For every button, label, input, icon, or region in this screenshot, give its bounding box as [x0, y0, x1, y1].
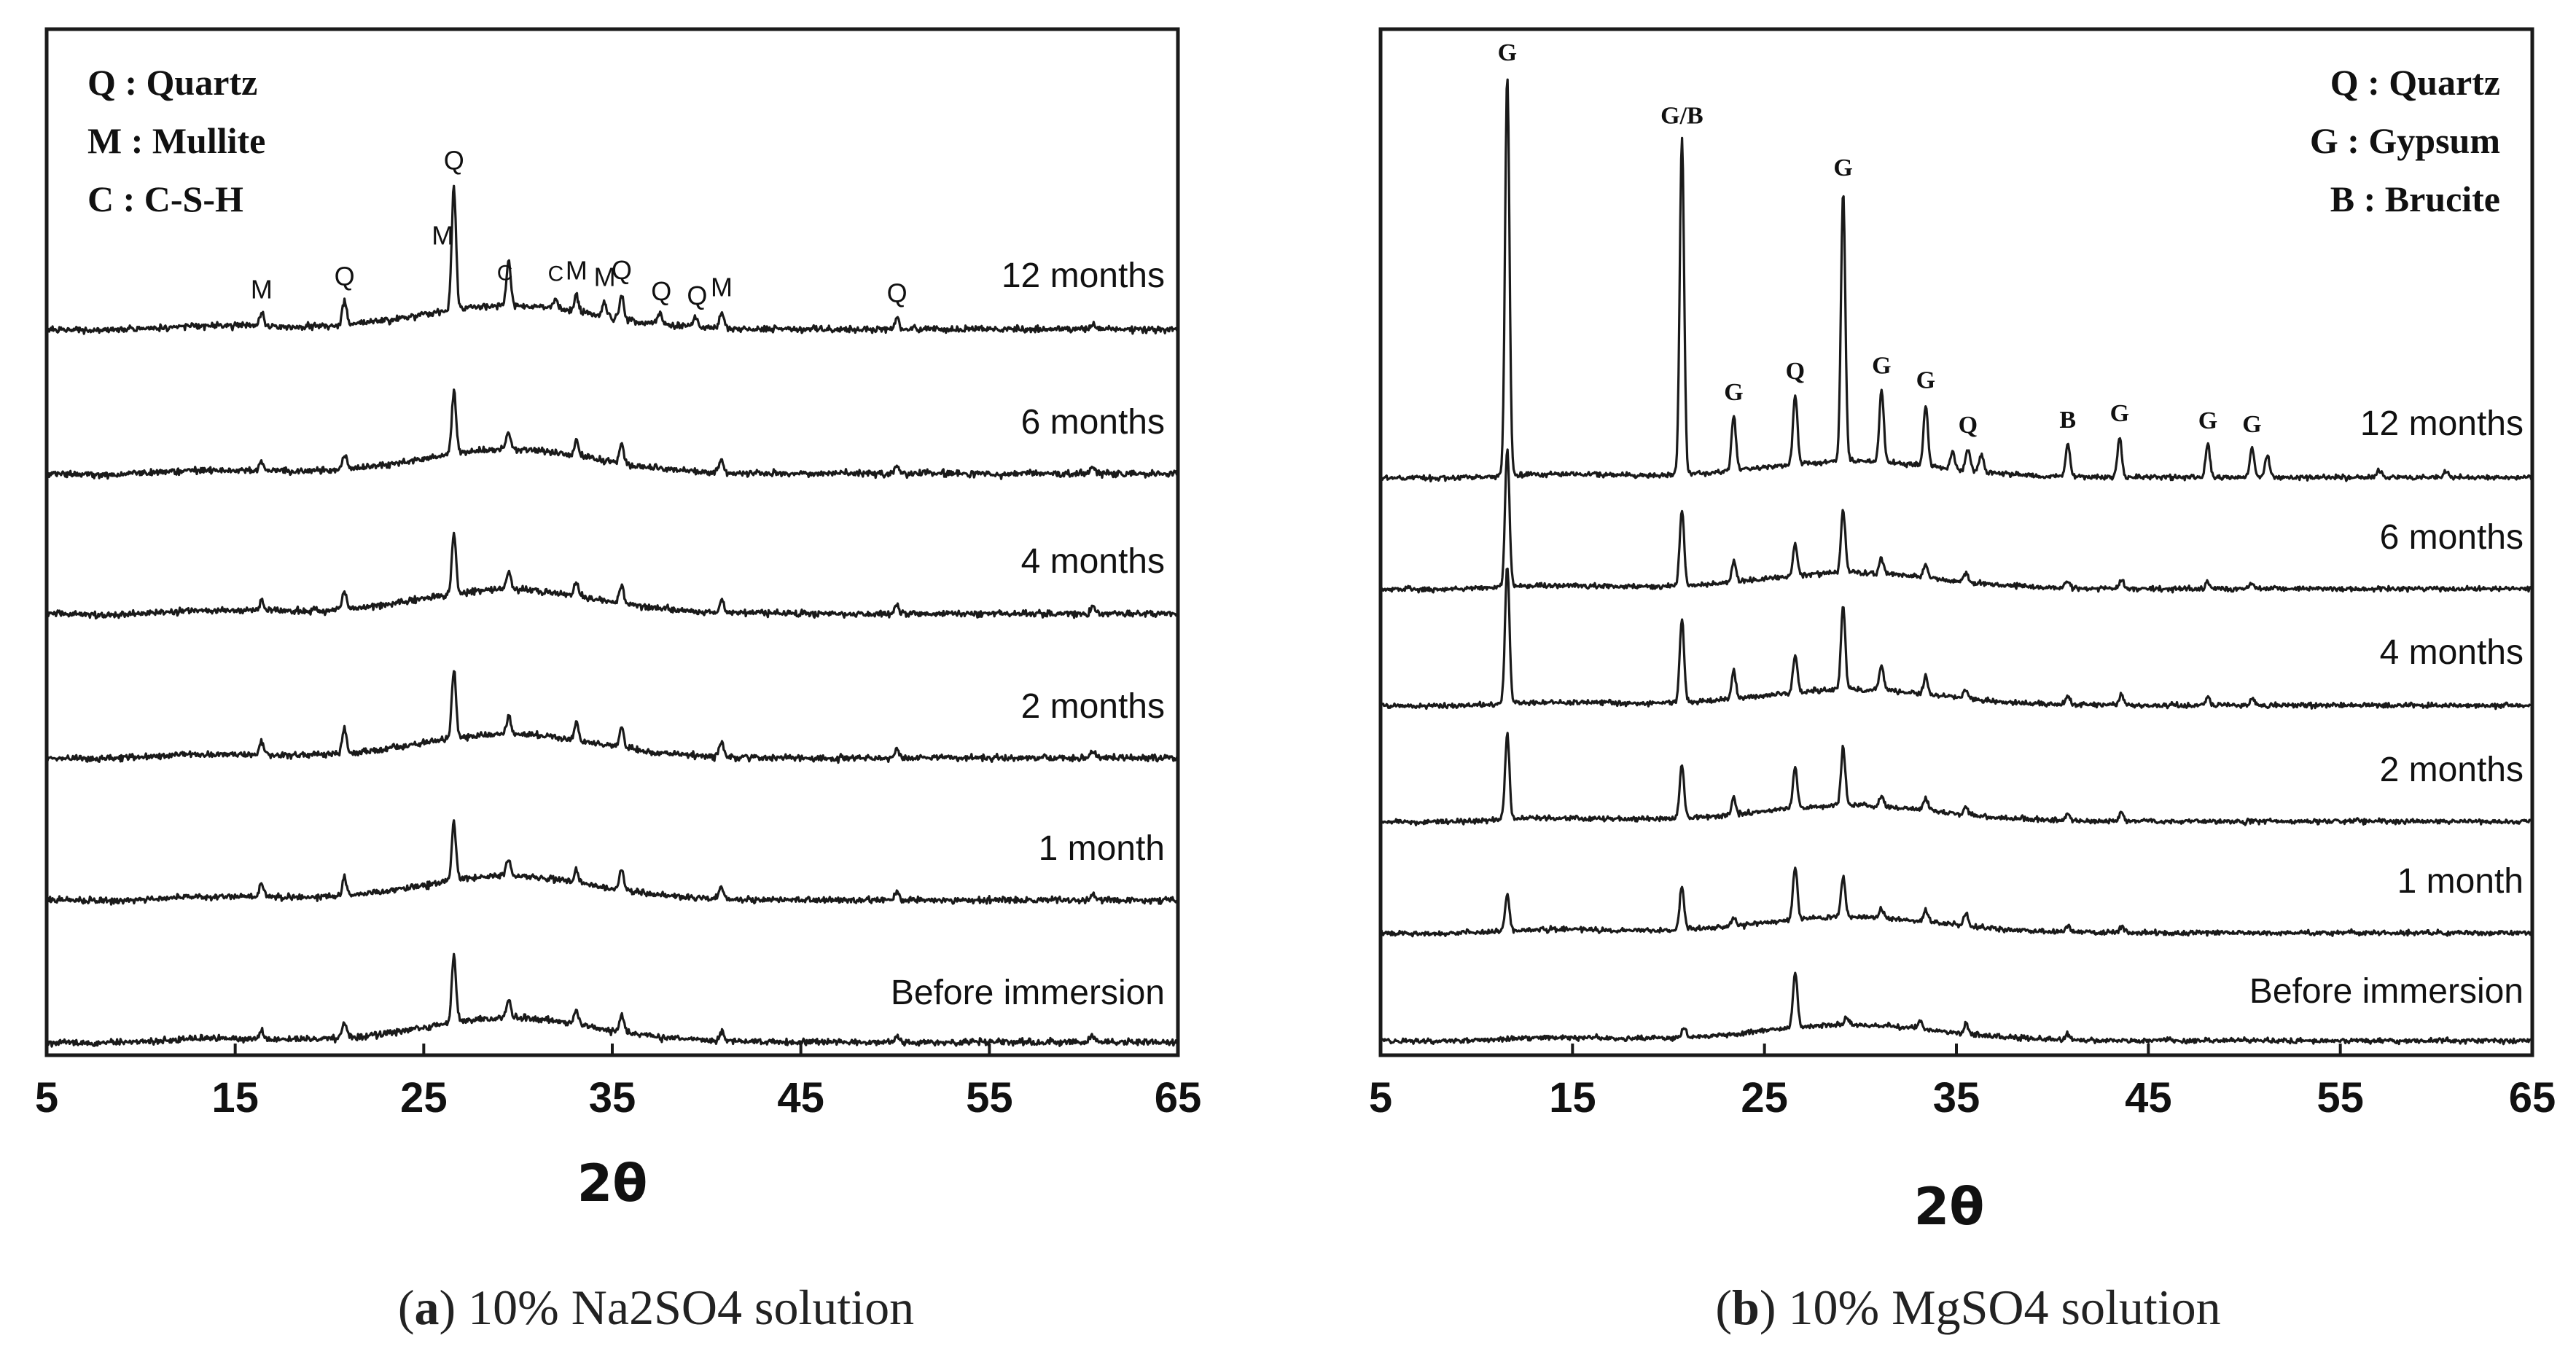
- peak-annotation: G/B: [1660, 102, 1703, 129]
- series-label: 12 months: [2360, 404, 2524, 443]
- x-tick-label: 15: [1549, 1074, 1596, 1122]
- legend-entry: Q : Quartz: [87, 62, 257, 103]
- series-label: 2 months: [2380, 751, 2524, 789]
- series-line: [45, 531, 1179, 620]
- series-line: [45, 670, 1179, 764]
- peak-annotation: G: [2110, 400, 2129, 427]
- x-tick-label: 65: [1155, 1074, 1202, 1122]
- series-label: 2 months: [1021, 687, 1165, 726]
- peak-annotation: Q: [887, 278, 908, 308]
- legend-entry: C : C-S-H: [87, 179, 243, 219]
- peak-annotation: M: [594, 262, 616, 291]
- peak-annotation: Q: [1786, 358, 1805, 385]
- peak-annotation: G: [1833, 154, 1852, 181]
- series-line: [46, 952, 1179, 1048]
- x-tick-label: 65: [2509, 1074, 2556, 1122]
- series-label: Before immersion: [2249, 972, 2524, 1011]
- series-label: Before immersion: [891, 974, 1165, 1012]
- series-line: [1379, 448, 2534, 594]
- x-tick-label: 15: [211, 1074, 259, 1122]
- peak-annotation: Q: [444, 145, 464, 175]
- peak-annotation: M: [251, 275, 273, 305]
- peak-annotation: Q: [687, 281, 707, 310]
- legend-entry: M : Mullite: [87, 120, 265, 161]
- series-line: [45, 388, 1179, 480]
- peak-annotation: C: [497, 261, 513, 285]
- series-label: 4 months: [1021, 542, 1165, 581]
- series-line: [1379, 732, 2533, 826]
- peak-annotation: Q: [651, 276, 671, 306]
- peak-annotation: G: [1872, 352, 1891, 379]
- caption-a-letter: a: [414, 1280, 440, 1335]
- x-tick-label: 55: [2317, 1074, 2364, 1122]
- peak-annotation: M: [711, 272, 733, 302]
- peak-annotation: Q: [1959, 412, 1978, 439]
- peak-annotation: M: [432, 221, 453, 251]
- caption-a: (a) 10% Na2SO4 solution: [397, 1280, 915, 1335]
- x-tick-label: 45: [2125, 1074, 2172, 1122]
- x-tick-label: 35: [589, 1074, 636, 1122]
- series-line: [45, 819, 1179, 906]
- series-line: [1379, 866, 2533, 938]
- x-tick-label: 5: [1369, 1074, 1392, 1122]
- peak-annotation: B: [2059, 407, 2076, 434]
- series-line: [45, 184, 1179, 335]
- series-line: [1380, 971, 2532, 1046]
- caption-b-text: 10% MgSO4 solution: [1788, 1280, 2221, 1335]
- series-label: 4 months: [2380, 633, 2524, 672]
- x-axis-label: 2θ: [1914, 1177, 1985, 1237]
- panel-b-chart: 5 15 25 35 45 55 65 2θ Q : Quartz G : Gypsum B : B…: [1369, 27, 2556, 1237]
- peak-annotation: G: [1724, 379, 1743, 406]
- series-label: 6 months: [2380, 518, 2524, 557]
- peak-annotation: G: [1916, 367, 1935, 394]
- caption-a-text: 10% Na2SO4 solution: [468, 1280, 915, 1335]
- series-label: 1 month: [1039, 829, 1165, 868]
- peak-annotation: Q: [335, 261, 355, 291]
- peak-annotation: C: [548, 262, 564, 286]
- x-tick-label: 35: [1933, 1074, 1980, 1122]
- caption-b: (b) 10% MgSO4 solution: [1715, 1280, 2221, 1335]
- x-tick-label: 45: [777, 1074, 824, 1122]
- legend-entry: G : Gypsum: [2310, 120, 2500, 161]
- x-tick-label: 25: [1741, 1074, 1788, 1122]
- series-label: 12 months: [1002, 257, 1165, 295]
- x-axis-label: 2θ: [577, 1154, 648, 1213]
- peak-annotation: Q: [612, 255, 632, 285]
- peak-annotation: G: [2242, 411, 2261, 438]
- series-line: [1379, 567, 2534, 711]
- legend-entry: Q : Quartz: [2330, 62, 2500, 103]
- peak-annotation: G: [2198, 407, 2217, 434]
- x-tick-label: 5: [35, 1074, 58, 1122]
- peak-annotation: M: [566, 256, 588, 286]
- series-label: 6 months: [1021, 403, 1165, 442]
- caption-b-letter: b: [1731, 1280, 1760, 1335]
- peak-annotation: G: [1498, 39, 1517, 66]
- series-line: [1380, 78, 2533, 483]
- series-label: 1 month: [2397, 862, 2524, 901]
- legend-entry: B : Brucite: [2330, 179, 2500, 219]
- panel-a-chart: 5 15 25 35 45 55 65 2θ Q : Quartz M : Mullite C : …: [35, 27, 1202, 1213]
- x-tick-label: 25: [400, 1074, 448, 1122]
- x-tick-label: 55: [966, 1074, 1013, 1122]
